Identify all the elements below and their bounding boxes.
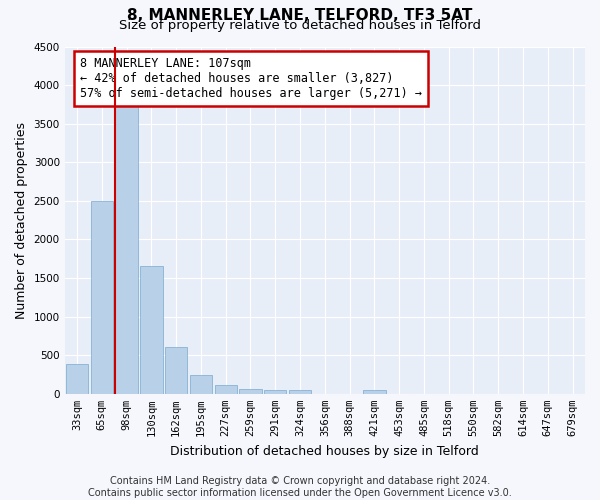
Bar	[363, 390, 386, 394]
Y-axis label: Number of detached properties: Number of detached properties	[15, 122, 28, 318]
Bar	[165, 348, 187, 394]
Text: Contains HM Land Registry data © Crown copyright and database right 2024.
Contai: Contains HM Land Registry data © Crown c…	[88, 476, 512, 498]
Bar	[115, 104, 138, 394]
Text: 8 MANNERLEY LANE: 107sqm
← 42% of detached houses are smaller (3,827)
57% of sem: 8 MANNERLEY LANE: 107sqm ← 42% of detach…	[80, 57, 422, 100]
Text: 8, MANNERLEY LANE, TELFORD, TF3 5AT: 8, MANNERLEY LANE, TELFORD, TF3 5AT	[127, 8, 473, 22]
Bar	[190, 376, 212, 394]
Text: Size of property relative to detached houses in Telford: Size of property relative to detached ho…	[119, 19, 481, 32]
Bar	[66, 364, 88, 394]
Bar	[140, 266, 163, 394]
Bar	[239, 389, 262, 394]
Bar	[91, 201, 113, 394]
Bar	[289, 390, 311, 394]
X-axis label: Distribution of detached houses by size in Telford: Distribution of detached houses by size …	[170, 444, 479, 458]
Bar	[215, 386, 237, 394]
Bar	[264, 390, 286, 394]
